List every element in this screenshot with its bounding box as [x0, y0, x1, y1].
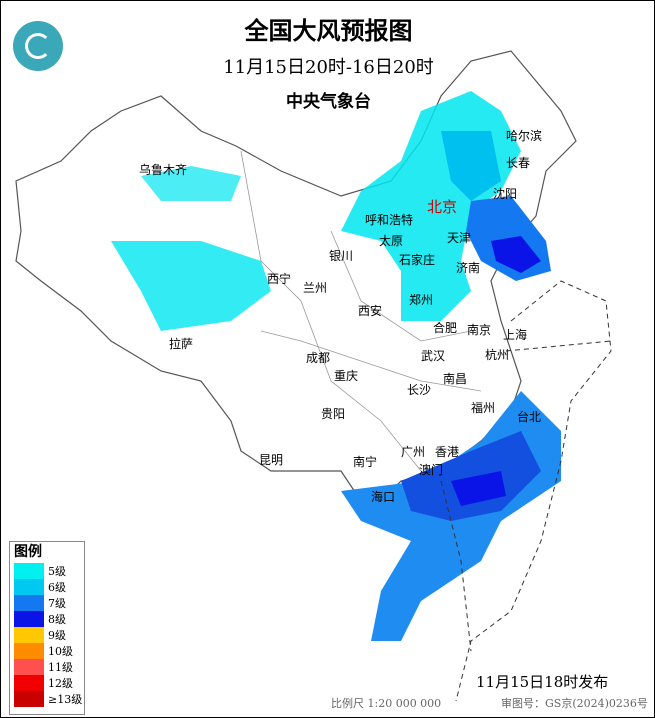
legend: 图例 5级 6级 7级 8级 9级 10级 11级 12级 ≥13级: [9, 541, 85, 715]
city-label: 成都: [306, 351, 331, 365]
city-label: 乌鲁木齐: [139, 163, 188, 177]
map-scale: 比例尺 1:20 000 000: [331, 697, 442, 710]
legend-swatch: [14, 643, 44, 659]
city-label: 沈阳: [493, 187, 518, 201]
legend-item: 5级: [10, 563, 84, 579]
legend-item: 12级: [10, 675, 84, 691]
legend-swatch: [14, 659, 44, 675]
city-label: 台北: [517, 410, 542, 424]
city-label: 拉萨: [169, 337, 194, 351]
city-label: 杭州: [485, 348, 510, 362]
legend-title: 图例: [14, 544, 42, 560]
legend-swatch: [14, 627, 44, 643]
city-label: 贵阳: [321, 407, 346, 421]
legend-label: 8级: [48, 612, 66, 626]
capital-label: 北京: [427, 198, 458, 216]
legend-label: 7级: [48, 596, 66, 610]
review-number: 审图号：GS京(2024)0236号: [501, 697, 648, 710]
forecast-period: 11月15日20时-16日20时: [223, 57, 434, 78]
city-label: 南昌: [443, 372, 468, 386]
legend-item: ≥13级: [10, 691, 84, 707]
city-label: 南宁: [353, 455, 378, 469]
city-label: 澳门: [419, 463, 444, 477]
wind-level-8-area: [491, 236, 541, 273]
city-label: 银川: [329, 249, 354, 263]
city-label: 海口: [371, 490, 396, 504]
legend-label: ≥13级: [48, 692, 83, 706]
legend-item: 9级: [10, 627, 84, 643]
legend-item: 10级: [10, 643, 84, 659]
wind-level-6-area: [441, 131, 501, 201]
legend-swatch: [14, 691, 44, 707]
legend-label: 10级: [48, 644, 73, 658]
map-title: 全国大风预报图: [244, 16, 413, 45]
legend-item: 6级: [10, 579, 84, 595]
city-label: 太原: [379, 234, 404, 248]
city-label: 济南: [456, 261, 481, 275]
legend-swatch: [14, 563, 44, 579]
sea-boundary-lines: [440, 280, 612, 702]
legend-swatch: [14, 595, 44, 611]
province-borders: [240, 150, 482, 472]
city-label: 长春: [506, 156, 531, 170]
legend-swatch: [14, 579, 44, 595]
city-label: 南京: [467, 323, 492, 337]
legend-swatch: [14, 675, 44, 691]
china-meteorological-logo: [13, 21, 63, 71]
city-label: 兰州: [303, 281, 328, 295]
city-label: 石家庄: [399, 253, 436, 267]
wind-level-5-area-west: [111, 241, 271, 331]
wind-level-5-area-north-xinjiang: [141, 166, 241, 201]
publish-time: 11月15日18时发布: [476, 673, 609, 691]
city-label: 昆明: [259, 453, 284, 467]
city-label: 香港: [435, 445, 460, 459]
legend-label: 5级: [48, 564, 66, 578]
wind-areas: [111, 91, 561, 641]
city-label: 上海: [503, 328, 528, 342]
city-label: 武汉: [421, 349, 446, 363]
legend-item: 7级: [10, 595, 84, 611]
wind-level-7-area-south: [401, 431, 541, 521]
city-label: 长沙: [407, 383, 432, 397]
city-label: 哈尔滨: [506, 129, 543, 143]
city-label: 呼和浩特: [365, 213, 414, 227]
city-label: 天津: [447, 231, 472, 245]
legend-item: 8级: [10, 611, 84, 627]
city-label: 福州: [471, 401, 496, 415]
legend-swatch: [14, 611, 44, 627]
city-label: 广州: [401, 445, 426, 459]
city-label: 重庆: [334, 369, 359, 383]
legend-label: 11级: [48, 660, 73, 674]
legend-label: 12级: [48, 676, 73, 690]
issuer: 中央气象台: [286, 92, 371, 112]
legend-label: 6级: [48, 580, 66, 594]
city-label: 郑州: [409, 293, 434, 307]
city-label: 西宁: [267, 272, 292, 286]
legend-item: 11级: [10, 659, 84, 675]
legend-label: 9级: [48, 628, 66, 642]
city-label: 西安: [358, 304, 383, 318]
city-label: 合肥: [433, 321, 458, 335]
wind-level-8-area-south: [451, 471, 506, 506]
